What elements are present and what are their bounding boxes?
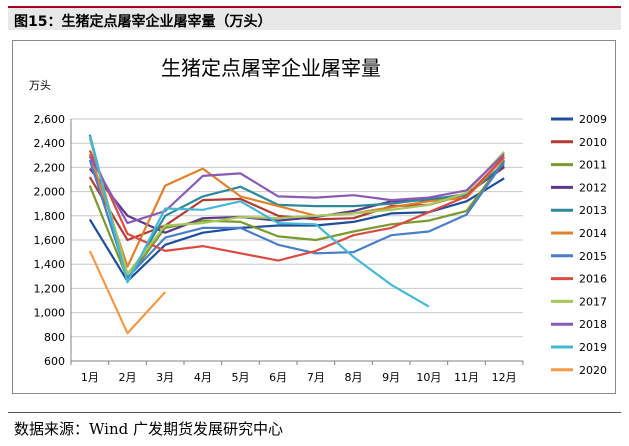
- y-tick-label: 2,400: [34, 137, 66, 150]
- x-tick-label: 12月: [492, 371, 517, 384]
- x-tick-label: 7月: [307, 371, 325, 384]
- legend-label-2010: 2010: [579, 136, 607, 149]
- x-tick-label: 10月: [416, 371, 441, 384]
- legend-label-2020: 2020: [579, 364, 607, 377]
- x-tick-label: 9月: [382, 371, 400, 384]
- legend-label-2016: 2016: [579, 273, 607, 286]
- y-tick-label: 2,000: [34, 186, 66, 199]
- series-line-2014: [88, 153, 505, 268]
- y-tick-label: 1,000: [34, 307, 66, 320]
- x-tick-label: 8月: [345, 371, 363, 384]
- series-line-2020: [88, 250, 167, 335]
- series-line-2013: [88, 134, 505, 281]
- figure-source-note: 数据来源：Wind 广发期货发展研究中心: [14, 420, 283, 438]
- x-tick-label: 4月: [194, 371, 212, 384]
- legend-label-2018: 2018: [579, 318, 607, 331]
- x-tick-label: 5月: [232, 371, 250, 384]
- y-axis-unit-label: 万头: [29, 79, 51, 92]
- x-tick-label: 3月: [156, 371, 174, 384]
- x-tick-label: 6月: [269, 371, 287, 384]
- y-tick-label: 800: [44, 331, 65, 344]
- legend-label-2013: 2013: [579, 204, 607, 217]
- y-tick-label: 1,200: [34, 282, 66, 295]
- legend-label-2019: 2019: [579, 341, 607, 354]
- figure-footer-divider: [8, 412, 621, 413]
- x-tick-label: 11月: [454, 371, 479, 384]
- series-line-2010: [88, 166, 505, 242]
- x-tick-label: 1月: [81, 371, 99, 384]
- y-tick-label: 2,600: [34, 113, 66, 126]
- series-line-2017: [88, 138, 506, 275]
- figure-header-bar: 图15：生猪定点屠宰企业屠宰量（万头）: [8, 6, 621, 30]
- series-line-2011: [88, 159, 506, 280]
- legend-label-2009: 2009: [579, 113, 607, 126]
- legend-label-2015: 2015: [579, 250, 607, 263]
- series-line-2018: [88, 153, 505, 225]
- legend-label-2012: 2012: [579, 181, 607, 194]
- legend-label-2011: 2011: [579, 159, 607, 172]
- legend-label-2014: 2014: [579, 227, 607, 240]
- x-tick-label: 2月: [119, 371, 137, 384]
- legend-label-2017: 2017: [579, 295, 607, 308]
- y-tick-label: 600: [44, 355, 65, 368]
- y-tick-label: 1,400: [34, 258, 66, 271]
- figure-header-title: 图15：生猪定点屠宰企业屠宰量（万头）: [14, 14, 272, 30]
- series-line-2019: [90, 136, 504, 307]
- chart-title: 生猪定点屠宰企业屠宰量: [161, 56, 381, 80]
- y-tick-label: 1,600: [34, 234, 66, 247]
- series-line-2015: [88, 159, 506, 279]
- chart-frame: 生猪定点屠宰企业屠宰量万头 600 800 1,000 1,200 1,400 1,600 1…: [12, 40, 616, 394]
- series-line-2016: [88, 150, 505, 262]
- y-tick-label: 2,200: [34, 161, 66, 174]
- y-tick-label: 1,800: [34, 210, 66, 223]
